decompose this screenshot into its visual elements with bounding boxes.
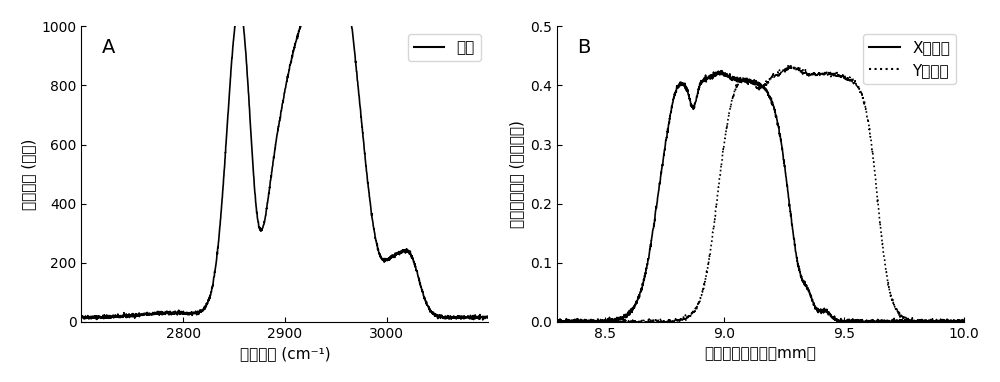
Y-axis label: 拉曼强度 (任意): 拉曼强度 (任意): [21, 138, 36, 210]
X-axis label: 拉曼频移 (cm⁻¹): 拉曼频移 (cm⁻¹): [240, 346, 330, 361]
Legend: 油酸: 油酸: [408, 34, 481, 61]
Text: B: B: [577, 38, 590, 57]
Text: A: A: [102, 38, 115, 57]
X-axis label: 光学延迟线位置（mm）: 光学延迟线位置（mm）: [704, 346, 816, 361]
Y-axis label: 受激拉曼强度 (任意单位): 受激拉曼强度 (任意单位): [509, 120, 524, 228]
Legend: X，油酸, Y，油酸: X，油酸, Y，油酸: [863, 34, 956, 84]
